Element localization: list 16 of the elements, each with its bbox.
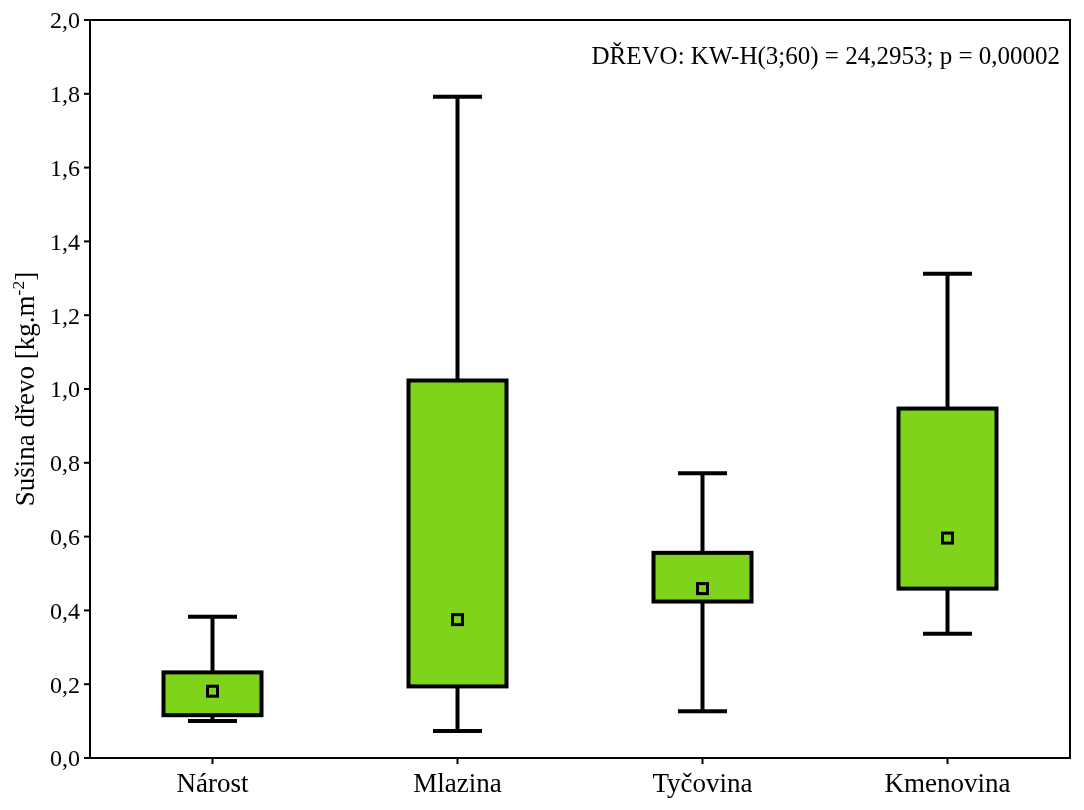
y-tick-label: 1,2 [50, 302, 80, 329]
y-tick-label: 1,4 [50, 228, 80, 255]
y-tick-label: 2,0 [50, 7, 80, 34]
y-tick-label: 1,8 [50, 81, 80, 108]
y-tick-label: 0,4 [50, 597, 80, 624]
x-tick-label: Tyčovina [652, 768, 753, 798]
x-tick-label: Mlazina [413, 768, 502, 798]
y-tick-label: 1,0 [50, 376, 80, 403]
y-tick-label: 0,2 [50, 671, 80, 698]
y-tick-label: 0,8 [50, 450, 80, 477]
annotation: DŘEVO: KW-H(3;60) = 24,2953; p = 0,00002 [591, 42, 1060, 70]
x-tick-label: Kmenovina [884, 768, 1011, 798]
x-tick-label: Nárost [176, 768, 249, 798]
y-tick-label: 0,6 [50, 524, 80, 550]
y-tick-label: 1,6 [50, 155, 80, 181]
y-tick-label: 0,0 [50, 745, 80, 772]
